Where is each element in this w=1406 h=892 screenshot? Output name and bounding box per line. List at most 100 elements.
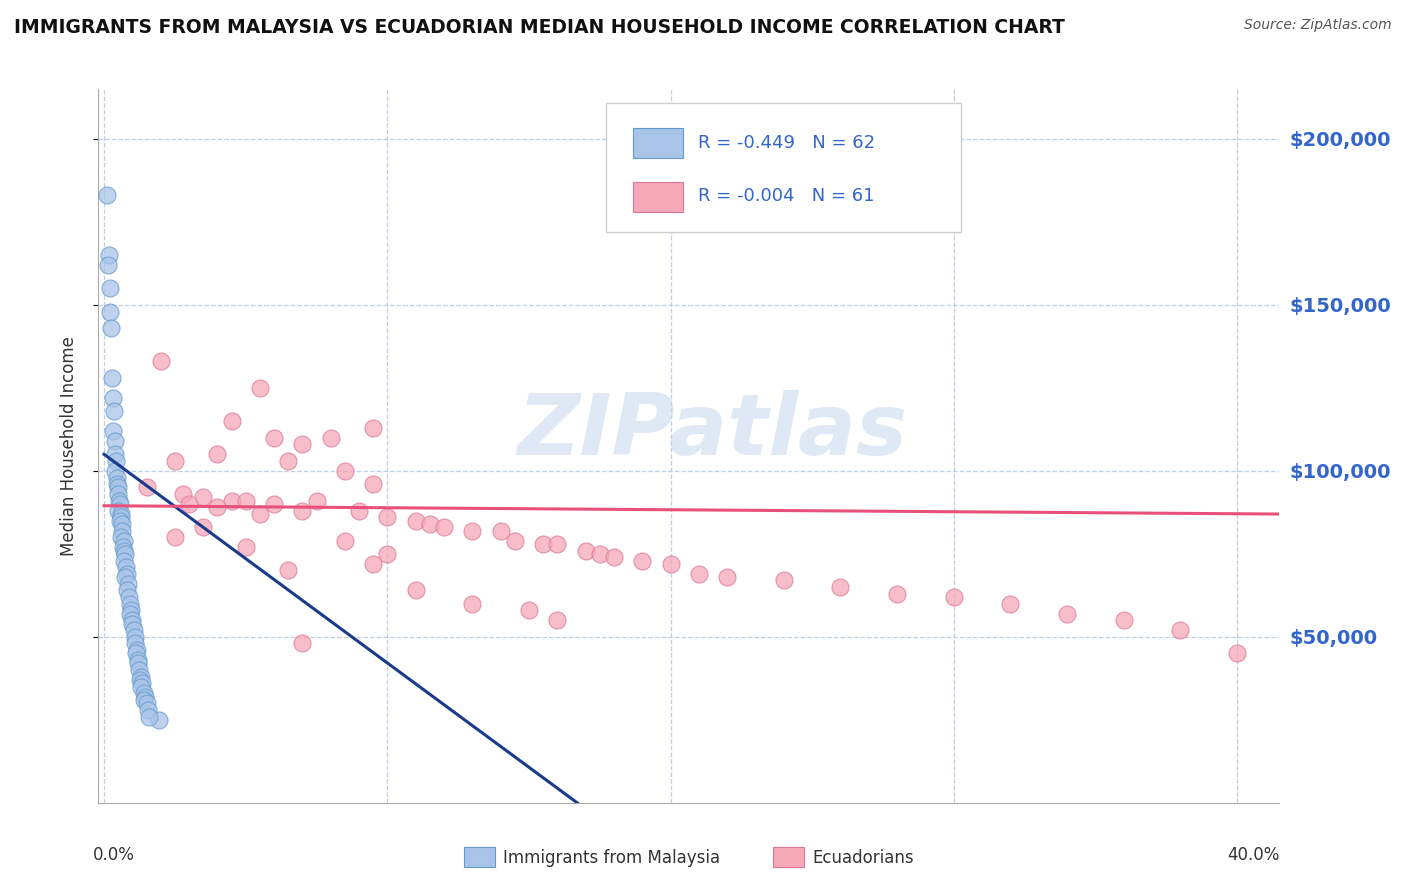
Point (263, 431, 285, 445)
Point (405, 514, 427, 528)
Point (115, 560, 138, 574)
Point (942, 590, 965, 604)
Point (235, 493, 257, 508)
Point (688, 566, 710, 581)
Point (531, 537, 554, 551)
Point (122, 624, 145, 638)
Point (249, 507, 271, 521)
Point (115, 566, 138, 581)
Point (830, 580, 852, 594)
Point (333, 464, 356, 478)
Point (112, 553, 135, 567)
Point (361, 477, 384, 491)
Point (97, 258, 120, 272)
Point (659, 557, 682, 571)
Point (263, 497, 285, 511)
Point (108, 497, 131, 511)
Point (207, 500, 229, 515)
Point (461, 597, 484, 611)
Text: R = -0.004   N = 61: R = -0.004 N = 61 (699, 187, 875, 205)
Point (132, 686, 155, 700)
Point (108, 493, 131, 508)
Point (135, 481, 157, 495)
Point (574, 543, 596, 558)
Point (107, 481, 129, 495)
Point (127, 653, 149, 667)
Point (291, 437, 314, 451)
Point (128, 663, 150, 677)
Point (433, 520, 456, 534)
Point (886, 587, 908, 601)
Point (101, 371, 124, 385)
Point (461, 524, 484, 538)
Point (193, 491, 215, 505)
Point (716, 570, 738, 584)
Point (772, 574, 794, 588)
Point (107, 504, 129, 518)
Point (131, 676, 153, 690)
Point (125, 647, 148, 661)
Point (107, 487, 129, 501)
Point (134, 690, 156, 704)
Point (361, 421, 384, 435)
Point (131, 680, 153, 694)
Text: 0.0%: 0.0% (93, 846, 135, 863)
Point (112, 540, 135, 554)
Point (149, 354, 172, 368)
Point (489, 524, 512, 538)
Text: IMMIGRANTS FROM MALAYSIA VS ECUADORIAN MEDIAN HOUSEHOLD INCOME CORRELATION CHART: IMMIGRANTS FROM MALAYSIA VS ECUADORIAN M… (14, 18, 1064, 37)
Point (1000, 597, 1022, 611)
Point (111, 516, 134, 531)
FancyBboxPatch shape (634, 182, 683, 212)
Text: Immigrants from Malaysia: Immigrants from Malaysia (503, 849, 720, 867)
Point (163, 454, 186, 468)
Point (98, 281, 121, 295)
Point (124, 636, 146, 650)
Text: 40.0%: 40.0% (1227, 846, 1279, 863)
Point (121, 616, 143, 631)
Point (172, 487, 194, 501)
Point (121, 613, 143, 627)
Point (134, 693, 156, 707)
Point (207, 447, 229, 461)
Point (589, 547, 612, 561)
FancyBboxPatch shape (634, 128, 683, 159)
Point (112, 533, 135, 548)
Point (117, 583, 139, 598)
Point (419, 516, 441, 531)
Point (127, 657, 149, 671)
Text: R = -0.449   N = 62: R = -0.449 N = 62 (699, 134, 876, 152)
Point (603, 550, 626, 565)
Point (361, 557, 384, 571)
Text: Ecuadorians: Ecuadorians (813, 849, 914, 867)
Point (148, 713, 170, 727)
Text: Source: ZipAtlas.com: Source: ZipAtlas.com (1244, 18, 1392, 32)
Point (333, 533, 356, 548)
Point (117, 576, 139, 591)
Point (110, 507, 132, 521)
Point (546, 613, 568, 627)
Point (1226, 647, 1249, 661)
Point (249, 381, 271, 395)
Point (111, 524, 134, 538)
Point (193, 520, 215, 534)
Point (277, 454, 299, 468)
Point (347, 504, 370, 518)
Point (125, 643, 148, 657)
Point (118, 590, 141, 604)
Point (120, 607, 142, 621)
Point (305, 493, 328, 508)
Point (101, 391, 124, 405)
Point (375, 510, 398, 524)
Point (129, 670, 152, 684)
Point (1168, 624, 1191, 638)
Point (101, 424, 124, 438)
Point (114, 547, 136, 561)
Point (104, 464, 127, 478)
Point (114, 543, 136, 558)
Point (235, 540, 257, 554)
Point (105, 470, 128, 484)
Point (124, 630, 146, 644)
Point (277, 564, 299, 578)
Point (291, 636, 314, 650)
